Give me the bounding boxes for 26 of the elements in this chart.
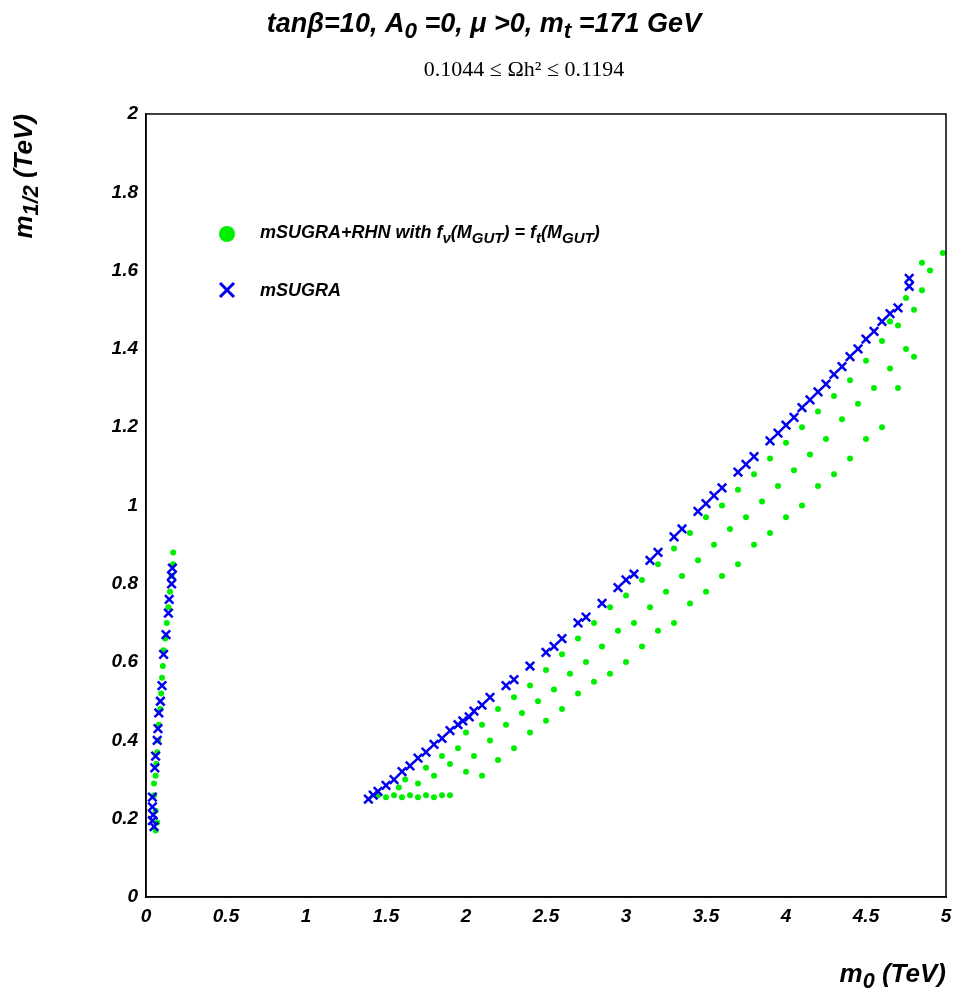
x-tick-label: 0.5 <box>212 904 240 926</box>
legend-label: mSUGRA <box>260 279 342 301</box>
y-tick-label: 1.2 <box>111 415 139 437</box>
y-tick-label: 0.6 <box>111 650 139 672</box>
y-tick-label: 1 <box>127 493 138 515</box>
y-tick-label: 0.2 <box>111 806 139 828</box>
x-axis-title: m$_{0}$ (TeV) <box>839 958 946 995</box>
y-tick-label: 0.4 <box>111 728 139 750</box>
x-tick-label: 3 <box>620 904 632 926</box>
x-tick-label: 1 <box>300 904 312 926</box>
y-tick-label: 0.8 <box>111 572 139 594</box>
text: mSUGRA+RHN with f$_{ν}$(M$_{GUT}$) = f$_{t}$(M$_{GUT}$) <box>260 222 600 246</box>
x-tick-label: 2.5 <box>531 904 560 926</box>
x-tick-label: 2 <box>459 904 472 926</box>
y-tick-label: 2 <box>126 102 139 124</box>
x-tick-label: 4.5 <box>851 904 880 926</box>
x-tick-label: 4 <box>779 904 792 926</box>
x-tick-label: 3.5 <box>692 904 720 926</box>
chart-title: tanβ=10, A$_{0}$ =0, μ >0, m$_{t}$ =171 GeV <box>265 8 704 45</box>
x-tick-label: 1.5 <box>372 904 400 926</box>
y-tick-label: 1.4 <box>111 337 139 359</box>
y-tick-label: 1.6 <box>111 258 139 280</box>
x-tick-label: 5 <box>940 904 952 926</box>
y-tick-label: 1.8 <box>111 180 139 202</box>
y-tick-label: 0 <box>127 885 139 907</box>
chart-subtitle: 0.1044 ≤ Ωh² ≤ 0.1194 <box>422 56 626 82</box>
